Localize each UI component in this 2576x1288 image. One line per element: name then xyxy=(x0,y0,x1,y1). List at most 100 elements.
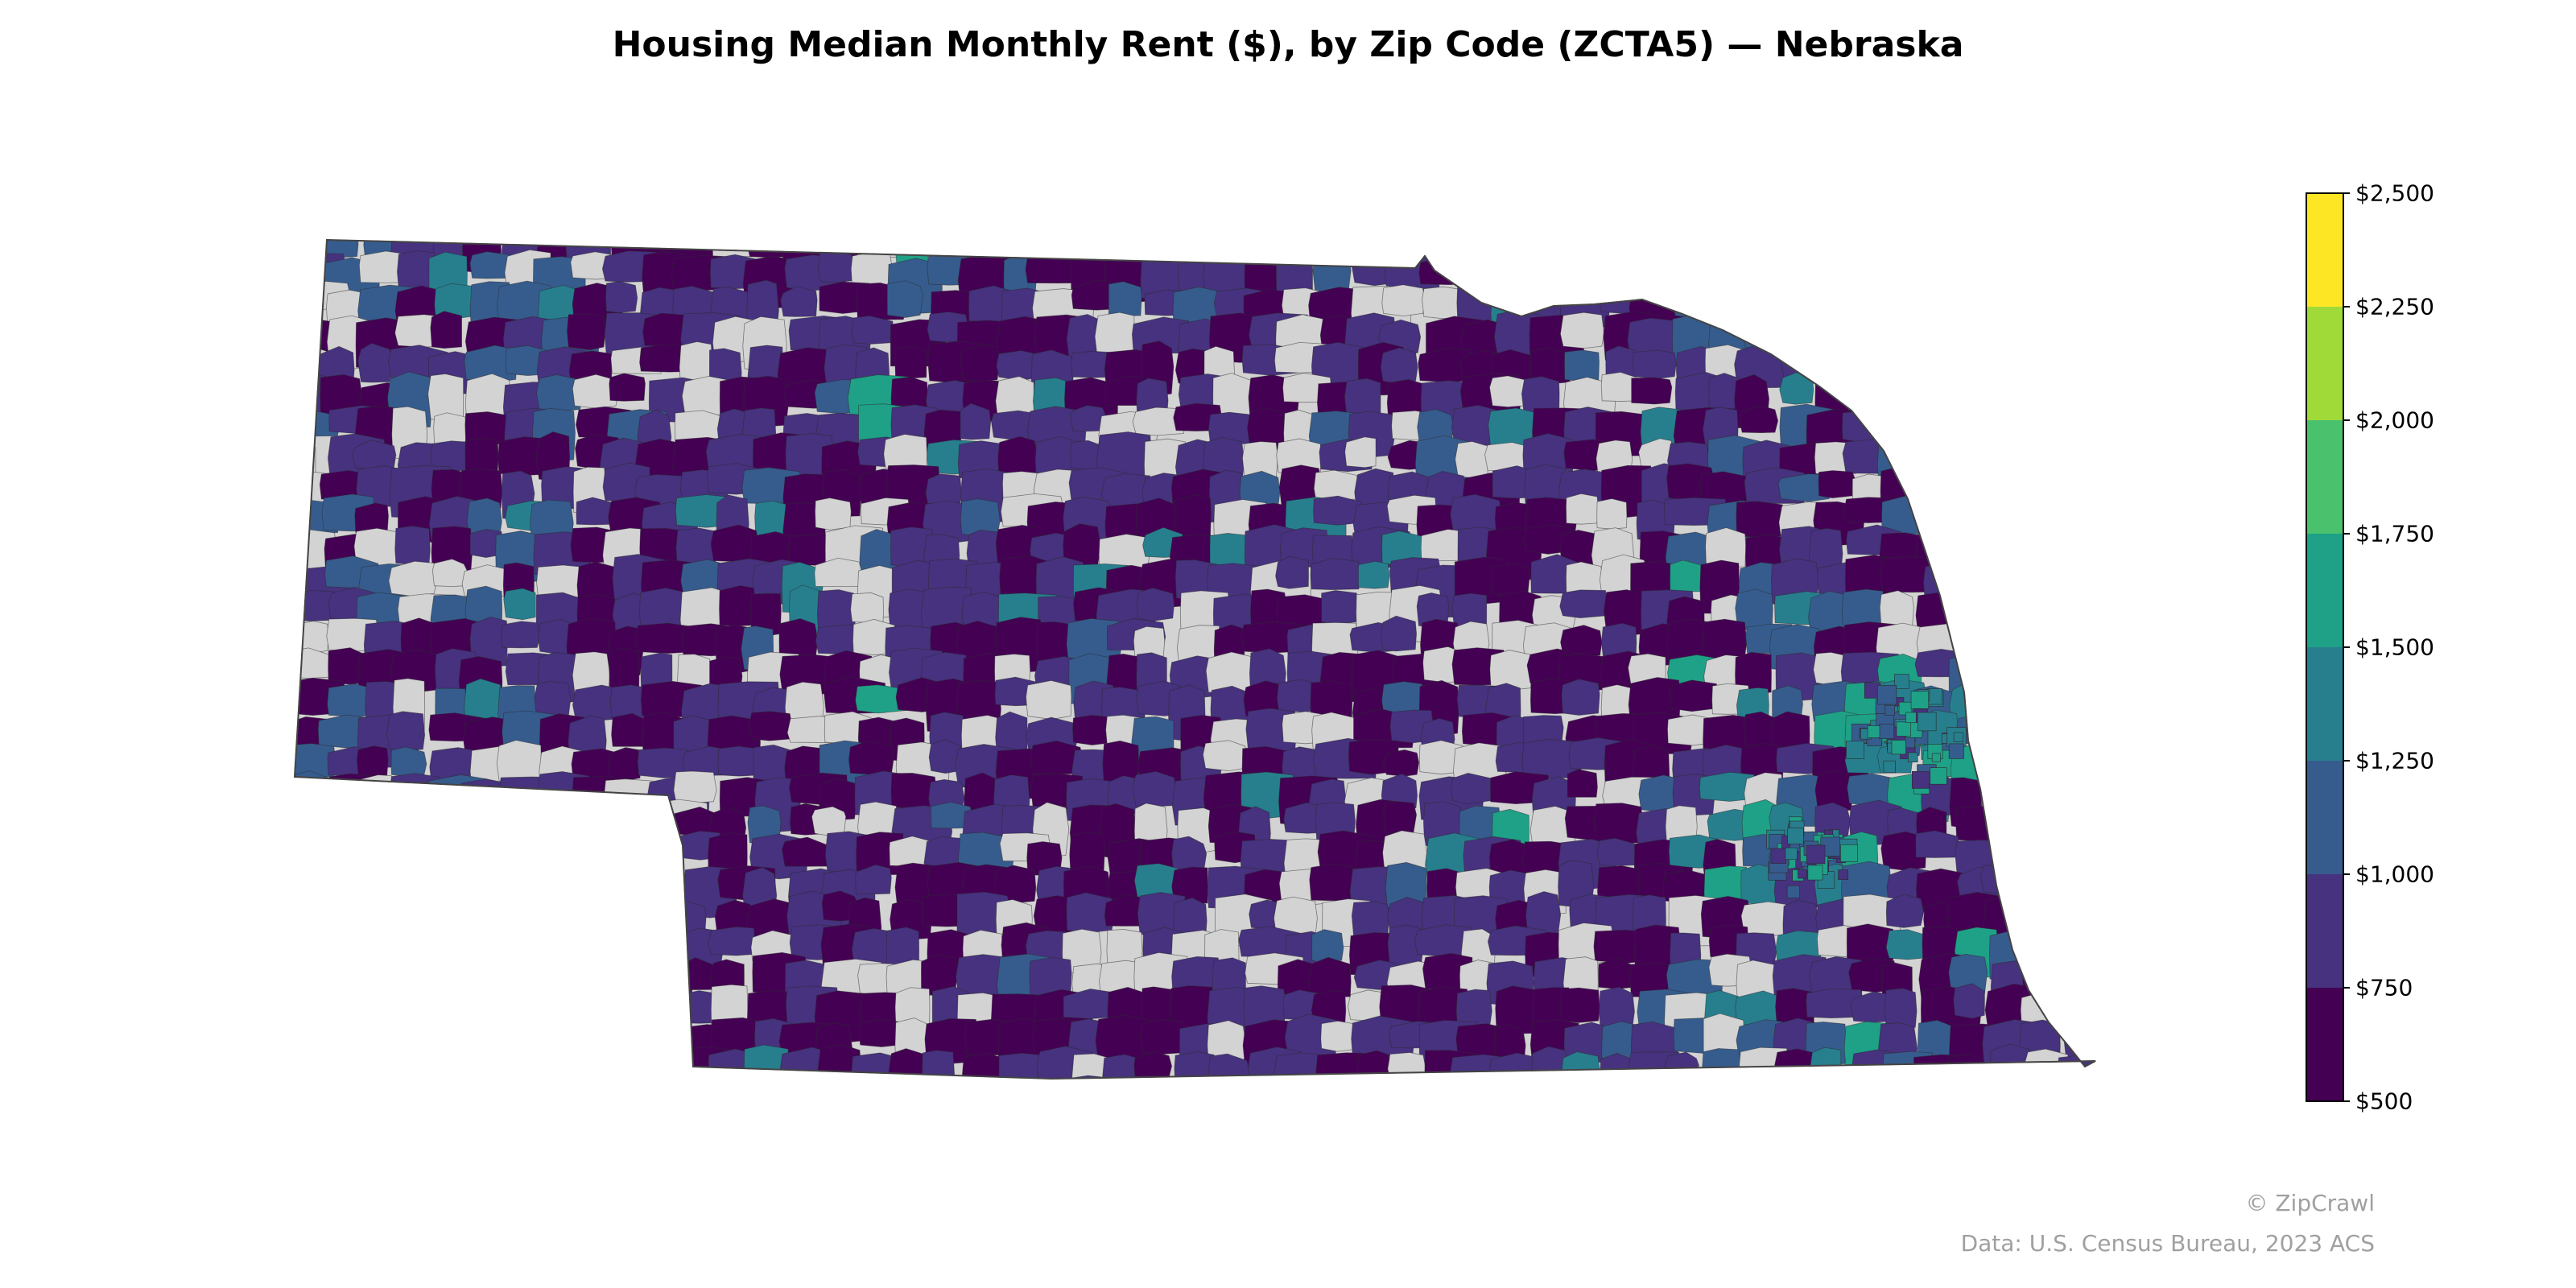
zcta-region xyxy=(1882,1078,1918,1079)
zcta-region xyxy=(1026,679,1072,720)
zcta-region xyxy=(1916,287,1954,329)
zcta-region xyxy=(1351,901,1390,938)
zcta-region xyxy=(2024,371,2080,411)
zcta-region-urban xyxy=(1876,685,1897,705)
zcta-region-urban xyxy=(1838,869,1848,880)
zcta-region xyxy=(2088,678,2095,734)
zcta-region xyxy=(642,312,685,346)
legend-swatch xyxy=(2306,307,2343,420)
legend-tick-label: $1,000 xyxy=(2355,861,2434,888)
zcta-region xyxy=(1635,1075,1694,1079)
zcta-region xyxy=(608,861,666,894)
zcta-region xyxy=(1986,716,2033,748)
zcta-region xyxy=(2056,314,2090,352)
zcta-region xyxy=(362,1043,402,1079)
zcta-region xyxy=(1744,1077,1788,1079)
zcta-region xyxy=(1344,436,1377,469)
legend-swatch xyxy=(2306,647,2343,761)
zcta-region xyxy=(1593,803,1644,844)
zcta-region xyxy=(1492,240,1534,266)
zcta-region xyxy=(1818,470,1856,499)
zcta-region xyxy=(1735,651,1772,696)
zcta-region xyxy=(1740,283,1789,316)
zcta-region xyxy=(1924,499,1985,531)
legend-swatch xyxy=(2306,874,2343,988)
zcta-region xyxy=(2091,1051,2095,1079)
zcta-region xyxy=(320,1018,361,1062)
zcta-region xyxy=(321,807,379,839)
zcta-region xyxy=(1381,284,1426,317)
zcta-region xyxy=(2097,902,2158,943)
zcta-region xyxy=(2099,834,2139,871)
zcta-region xyxy=(1843,240,1905,269)
zcta-region xyxy=(2091,960,2095,1010)
zcta-region xyxy=(1990,345,2054,385)
zcta-region xyxy=(423,1051,457,1079)
zcta-region xyxy=(1744,240,1803,259)
legend-tick-label: $2,250 xyxy=(2355,293,2434,320)
zcta-region xyxy=(356,774,394,826)
zcta-region xyxy=(1948,283,2003,331)
zcta-region xyxy=(494,900,549,952)
zcta-region xyxy=(464,1044,525,1079)
zcta-region xyxy=(1880,831,1927,871)
zcta-region xyxy=(1459,1076,1500,1079)
zcta-region xyxy=(1596,837,1637,866)
zcta-region xyxy=(1984,561,2033,605)
zcta-region xyxy=(1174,494,1212,539)
zcta-region xyxy=(1524,258,1564,288)
zcta-region xyxy=(2099,225,2160,277)
zcta-region xyxy=(577,924,613,959)
zcta-region xyxy=(1488,256,1550,288)
zcta-region xyxy=(780,286,818,317)
zcta-region-urban xyxy=(1917,712,1937,732)
zcta-region xyxy=(2061,650,2095,707)
legend-swatch xyxy=(2306,988,2343,1101)
zcta-region xyxy=(1918,240,1979,273)
zcta-region xyxy=(498,985,535,1029)
zcta-region xyxy=(501,927,543,960)
zcta-region-urban xyxy=(1953,732,1964,742)
zcta-region xyxy=(499,962,563,997)
zcta-region xyxy=(1739,405,1779,434)
zcta-region xyxy=(427,898,485,950)
zcta-region xyxy=(1704,240,1757,263)
zcta-region xyxy=(355,1085,403,1117)
zcta-region xyxy=(328,832,387,866)
zcta-region xyxy=(1918,441,1978,473)
zcta-region-urban xyxy=(1883,760,1896,774)
zcta-region xyxy=(1889,240,1945,262)
zcta-region xyxy=(2016,715,2067,755)
zcta-region xyxy=(391,1018,436,1071)
zcta-region xyxy=(646,1015,691,1051)
state-border xyxy=(293,238,2096,1080)
zcta-region xyxy=(1321,590,1359,625)
zcta-region xyxy=(1957,503,2021,555)
zcta-region-urban xyxy=(1798,869,1807,879)
zcta-region xyxy=(1842,1075,1892,1079)
zcta-region xyxy=(295,862,345,914)
zcta-region xyxy=(883,434,928,471)
zcta-region xyxy=(748,711,793,741)
zcta-region xyxy=(318,923,369,956)
zcta-region xyxy=(1664,1051,1699,1079)
zcta-region xyxy=(1953,530,2014,578)
zcta-region xyxy=(468,1076,520,1079)
zcta-region xyxy=(497,1019,535,1058)
zcta-region xyxy=(541,830,579,877)
zcta-region xyxy=(572,1049,605,1079)
zcta-region xyxy=(1885,988,1918,1030)
zcta-region xyxy=(1560,1051,1602,1079)
zcta-region xyxy=(779,1077,827,1079)
zcta-region xyxy=(389,773,441,811)
zcta-region xyxy=(2061,745,2095,777)
zcta-region xyxy=(398,895,458,936)
zcta-region xyxy=(2056,495,2095,546)
zcta-region-urban xyxy=(1786,885,1800,898)
zcta-region xyxy=(496,831,543,865)
zcta-region xyxy=(541,923,573,976)
zcta-region xyxy=(295,1053,344,1079)
zcta-region xyxy=(1913,250,1959,295)
zcta-region xyxy=(295,1017,319,1073)
zcta-region xyxy=(567,870,612,900)
